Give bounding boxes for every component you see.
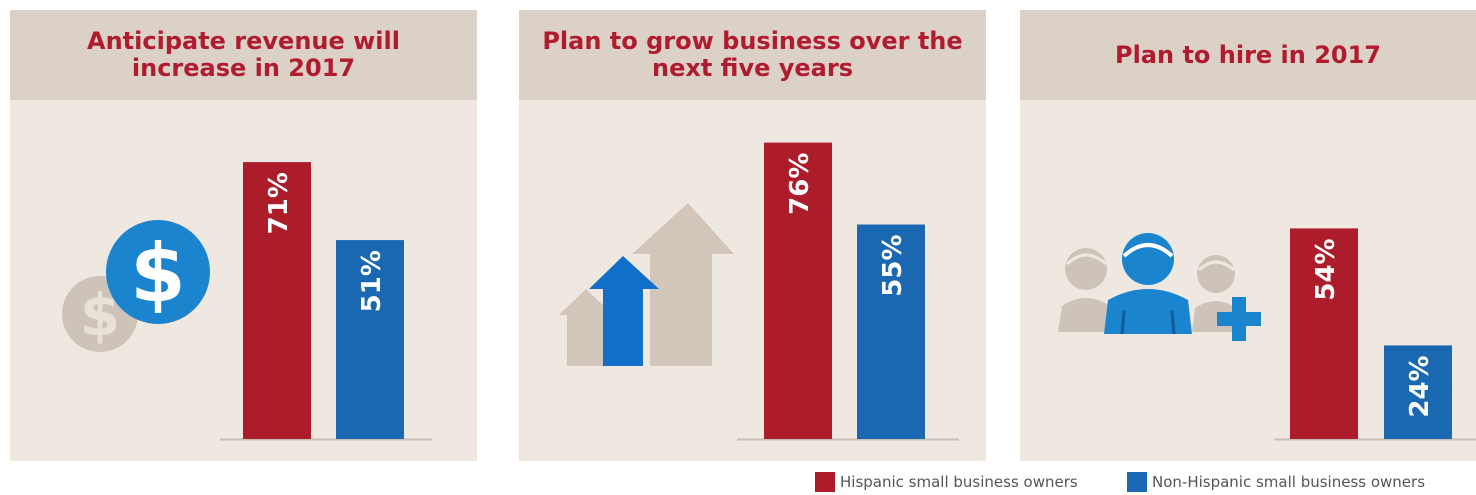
panel-title: Plan to hire in 2017 xyxy=(1114,40,1381,69)
chart-panel-growth: Plan to grow business over the next five… xyxy=(519,10,986,461)
panel-title: Plan to grow business over the next five… xyxy=(542,27,963,82)
chart-plot: 54% 24% xyxy=(1058,228,1476,441)
bar-non-hispanic xyxy=(857,224,925,439)
bar-non-hispanic xyxy=(1384,345,1452,439)
legend-swatch-hispanic xyxy=(815,472,835,492)
legend-item-hispanic: Hispanic small business owners xyxy=(815,472,1078,492)
bar-value-label: 51% xyxy=(357,250,387,312)
hire-people-icon xyxy=(1058,233,1261,341)
bar-value-label: 54% xyxy=(1311,238,1341,300)
bar-value-label: 76% xyxy=(785,153,815,215)
legend-label: Non-Hispanic small business owners xyxy=(1152,473,1426,491)
chart-plot: $ $ 71% 51% xyxy=(62,162,432,441)
legend-label: Hispanic small business owners xyxy=(840,473,1078,491)
panel-header: Anticipate revenue will increase in 2017 xyxy=(10,10,477,100)
growth-arrows-icon xyxy=(559,203,734,366)
bar-value-label: 55% xyxy=(878,235,908,297)
panel-header: Plan to hire in 2017 xyxy=(1020,10,1476,100)
legend-swatch-non-hispanic xyxy=(1127,472,1147,492)
bar-value-label: 24% xyxy=(1405,355,1435,417)
svg-text:$: $ xyxy=(130,227,186,320)
chart-plot: 76% 55% xyxy=(559,142,959,441)
chart-panel-revenue: Anticipate revenue will increase in 2017… xyxy=(10,10,477,461)
panel-title: Anticipate revenue will increase in 2017 xyxy=(87,27,400,82)
bar-non-hispanic xyxy=(336,240,404,439)
legend-item-non-hispanic: Non-Hispanic small business owners xyxy=(1127,472,1425,492)
legend: Hispanic small business owners Non-Hispa… xyxy=(0,472,1476,492)
bar-hispanic xyxy=(764,142,832,439)
dollar-coins-icon: $ $ xyxy=(62,220,210,352)
bar-hispanic xyxy=(243,162,311,439)
bar-hispanic xyxy=(1290,228,1358,439)
chart-panel-hire: Plan to hire in 2017 54% 24% xyxy=(1020,10,1476,461)
panel-header: Plan to grow business over the next five… xyxy=(519,10,986,100)
bar-value-label: 71% xyxy=(264,172,294,234)
